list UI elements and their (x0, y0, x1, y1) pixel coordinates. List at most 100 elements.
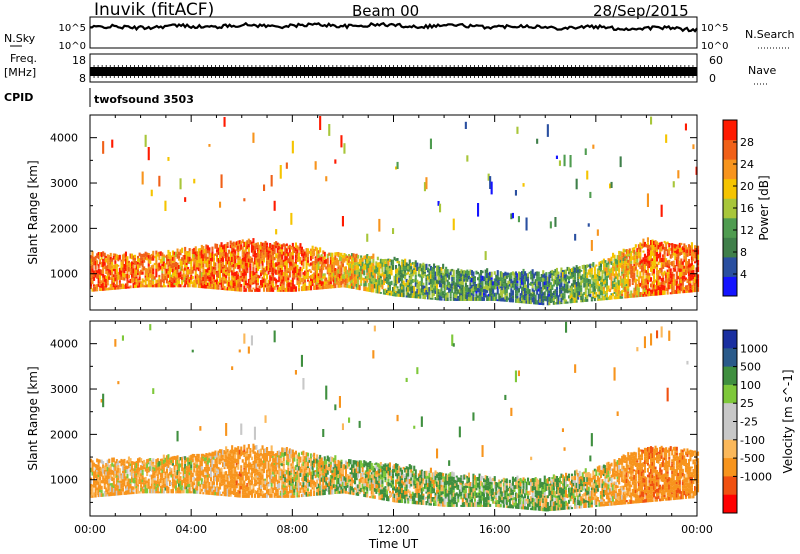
data-cell (319, 272, 322, 275)
data-cell (640, 267, 643, 273)
data-cell (675, 264, 678, 267)
data-cell (536, 300, 539, 305)
data-cell (170, 277, 173, 280)
data-cell (144, 480, 147, 485)
data-cell (220, 277, 223, 280)
data-cell (290, 483, 293, 487)
data-cell (642, 283, 645, 286)
data-cell (241, 239, 244, 244)
data-cell (225, 451, 228, 455)
data-cell (229, 464, 232, 471)
data-cell (114, 470, 117, 474)
data-cell (217, 474, 220, 478)
data-cell (692, 269, 695, 276)
data-cell (231, 244, 234, 248)
data-cell (205, 481, 208, 485)
data-cell (176, 478, 179, 484)
data-cell (281, 463, 284, 467)
data-cell (560, 289, 563, 294)
data-cell (549, 288, 552, 294)
data-cell (507, 297, 510, 301)
data-cell (137, 463, 140, 467)
data-cell (366, 263, 369, 267)
data-cell (159, 472, 162, 478)
data-cell (184, 246, 187, 252)
data-cell (255, 452, 258, 456)
data-cell (619, 275, 622, 280)
data-cell (272, 468, 275, 472)
data-cell (120, 273, 123, 277)
data-cell (171, 473, 174, 477)
data-cell (348, 285, 351, 289)
data-cell (197, 473, 200, 477)
data-cell (278, 270, 281, 274)
data-cell (219, 267, 222, 270)
data-cell (261, 265, 264, 270)
data-cell (181, 274, 184, 277)
data-cell (270, 466, 273, 473)
data-cell (273, 242, 276, 245)
data-cell (219, 491, 222, 496)
data-cell (464, 294, 467, 299)
data-cell (266, 493, 269, 498)
data-cell (313, 266, 316, 271)
data-cell (323, 251, 326, 257)
data-cell (150, 483, 153, 489)
data-cell (352, 253, 355, 258)
data-cell (197, 248, 200, 254)
data-cell (176, 265, 179, 269)
data-cell (366, 287, 369, 292)
data-cell (229, 280, 232, 286)
data-cell (508, 292, 511, 298)
data-cell (121, 482, 124, 485)
data-cell (258, 479, 261, 484)
data-cell (159, 465, 162, 469)
data-cell (630, 290, 633, 296)
data-cell (622, 268, 625, 272)
data-cell (322, 264, 325, 271)
data-cell (94, 483, 97, 489)
data-cell (203, 457, 206, 462)
data-cell (307, 279, 310, 282)
data-cell (357, 254, 360, 259)
data-cell (385, 290, 388, 294)
data-cell (167, 157, 170, 161)
data-cell (141, 475, 144, 480)
data-cell (209, 269, 212, 273)
data-cell (671, 253, 674, 256)
data-cell (674, 244, 677, 249)
data-cell (237, 255, 240, 258)
data-cell (266, 242, 269, 246)
data-cell (126, 481, 129, 487)
data-cell (411, 290, 414, 294)
data-cell (161, 480, 164, 485)
data-cell (244, 456, 247, 462)
data-cell (235, 289, 238, 292)
data-cell (370, 283, 373, 288)
data-cell (181, 490, 184, 494)
data-cell (344, 278, 347, 283)
data-cell (501, 277, 504, 280)
data-cell (109, 277, 112, 280)
data-cell (269, 468, 272, 472)
data-cell (369, 282, 372, 288)
data-cell (393, 256, 396, 261)
data-cell (533, 292, 536, 297)
data-cell (436, 283, 439, 288)
data-cell (181, 268, 184, 271)
data-cell (684, 269, 687, 275)
data-cell (200, 261, 203, 266)
data-cell (563, 298, 566, 304)
data-cell (577, 286, 580, 291)
data-cell (273, 200, 276, 211)
data-cell (190, 274, 193, 280)
data-cell (602, 296, 605, 301)
data-cell (247, 278, 250, 284)
data-cell (656, 245, 659, 250)
data-cell (616, 267, 619, 271)
data-cell (551, 269, 554, 274)
data-cell (153, 475, 156, 478)
data-cell (393, 289, 396, 292)
data-cell (199, 457, 202, 461)
data-cell (209, 252, 212, 258)
